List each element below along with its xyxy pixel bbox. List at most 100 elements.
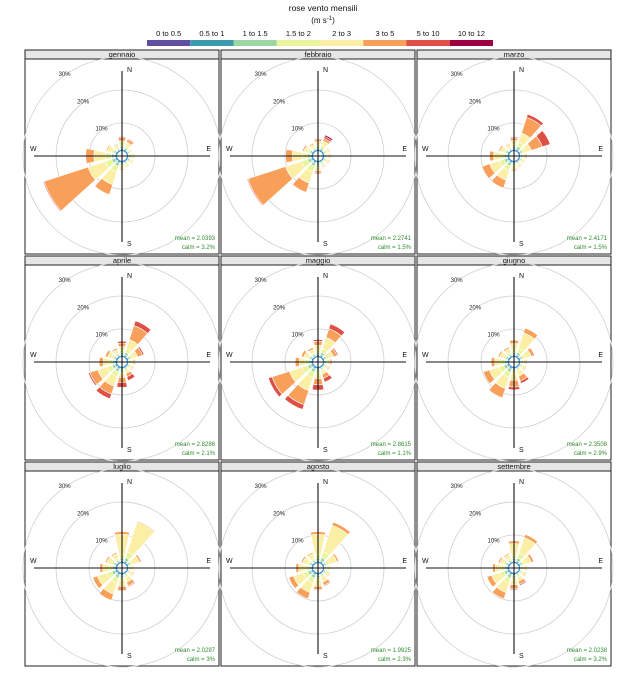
- panel-strip: [24, 49, 220, 60]
- ring-label: 30%: [451, 484, 464, 490]
- panel-strip: [416, 49, 612, 60]
- ring-label: 10%: [488, 127, 501, 133]
- legend-swatch: [276, 40, 320, 46]
- compass-east: E: [402, 558, 407, 565]
- wedge-segment: [526, 113, 544, 127]
- wedge-segment: [92, 575, 104, 589]
- wedge-segment: [326, 571, 331, 578]
- wedge-segment: [488, 382, 506, 399]
- compass-west: W: [30, 352, 37, 359]
- mean-annotation: mean = 2.3508: [567, 442, 608, 448]
- ring-label: 10%: [292, 333, 305, 339]
- ring-label: 20%: [77, 99, 90, 105]
- calm-annotation: calm = 3.2%: [182, 245, 216, 251]
- wedge-segment: [504, 143, 511, 148]
- legend-label: 3 to 5: [375, 29, 394, 38]
- wedge-segment: [95, 386, 112, 400]
- wedge-segment: [502, 346, 510, 352]
- panel-title: settembre: [497, 462, 530, 471]
- wedge-segment: [300, 349, 308, 358]
- legend-swatch: [363, 40, 407, 46]
- wedge-segment: [326, 146, 331, 153]
- wedge-segment: [527, 347, 535, 357]
- ring-label: 10%: [488, 333, 501, 339]
- compass-west: W: [30, 146, 37, 153]
- legend-unit: (m s-1): [311, 16, 335, 25]
- wedge-segment: [284, 394, 305, 410]
- ring-circle: [414, 56, 614, 256]
- ring-label: 20%: [273, 305, 286, 311]
- ring-label: 30%: [451, 72, 464, 78]
- ring-circle: [414, 262, 614, 462]
- ring-label: 30%: [59, 278, 72, 284]
- calm-annotation: calm = 2.1%: [182, 451, 216, 457]
- wedge-segment: [126, 373, 136, 381]
- wedge-segment: [491, 586, 507, 600]
- mean-annotation: mean = 2.4171: [567, 236, 608, 242]
- legend-title: rose vento mensili: [289, 3, 358, 13]
- compass-south: S: [323, 653, 328, 660]
- ring-circle: [414, 468, 614, 668]
- wedge-segment: [246, 178, 264, 207]
- ring-label: 10%: [292, 127, 305, 133]
- compass-south: S: [127, 447, 132, 454]
- wedge-segment: [332, 552, 340, 563]
- ring-label: 20%: [469, 511, 482, 517]
- legend-label: 2 to 3: [332, 29, 351, 38]
- calm-annotation: calm = 1.5%: [574, 245, 608, 251]
- wedge-segment: [497, 350, 504, 358]
- calm-annotation: calm = 1.5%: [378, 245, 412, 251]
- wedge-segment: [127, 581, 136, 588]
- ring-label: 20%: [273, 99, 286, 105]
- compass-west: W: [226, 558, 233, 565]
- wedge-segment: [523, 533, 539, 545]
- wedge-segment: [126, 138, 135, 144]
- wedge-segment: [306, 551, 314, 558]
- wedge-segment: [105, 144, 111, 152]
- legend-label: 5 to 10: [417, 29, 440, 38]
- wedge-segment: [308, 142, 315, 148]
- panel-strip: [24, 461, 220, 472]
- ring-label: 10%: [292, 539, 305, 545]
- legend-label: 0 to 0.5: [156, 29, 181, 38]
- ring-label: 30%: [59, 484, 72, 490]
- wedge-segment: [535, 130, 551, 148]
- wedge-segment: [307, 346, 315, 353]
- panel-strip: [220, 255, 416, 266]
- ring-label: 20%: [273, 511, 286, 517]
- legend-unit-base: (m s: [311, 16, 327, 25]
- wedge-segment: [518, 580, 527, 586]
- ring-label: 20%: [77, 305, 90, 311]
- wedge-segment: [104, 555, 111, 564]
- wedge-segment: [42, 180, 62, 212]
- ring-label: 30%: [255, 484, 268, 490]
- legend: 0 to 0.5 0.5 to 1 1 to 1.5 1.5 to 2 2 to 3 3 …: [147, 29, 493, 46]
- compass-south: S: [519, 653, 524, 660]
- calm-annotation: calm = 3%: [187, 657, 216, 663]
- panel-strip: [416, 255, 612, 266]
- panel-title: giugno: [503, 256, 526, 265]
- legend-swatch: [449, 40, 493, 46]
- wedge-segment: [301, 144, 308, 152]
- wedge-segment: [321, 164, 328, 169]
- mean-annotation: mean = 2.2741: [371, 236, 412, 242]
- legend-label: 1.5 to 2: [286, 29, 311, 38]
- panel-strip: [220, 49, 416, 60]
- compass-north: N: [323, 273, 328, 280]
- legend-label: 0.5 to 1: [199, 29, 224, 38]
- legend-swatch: [147, 40, 191, 46]
- wedge-segment: [125, 164, 131, 169]
- compass-east: E: [402, 146, 407, 153]
- wedge-segment: [326, 159, 331, 166]
- compass-south: S: [127, 241, 132, 248]
- compass-west: W: [30, 558, 37, 565]
- legend-label: 1 to 1.5: [243, 29, 268, 38]
- compass-south: S: [127, 653, 132, 660]
